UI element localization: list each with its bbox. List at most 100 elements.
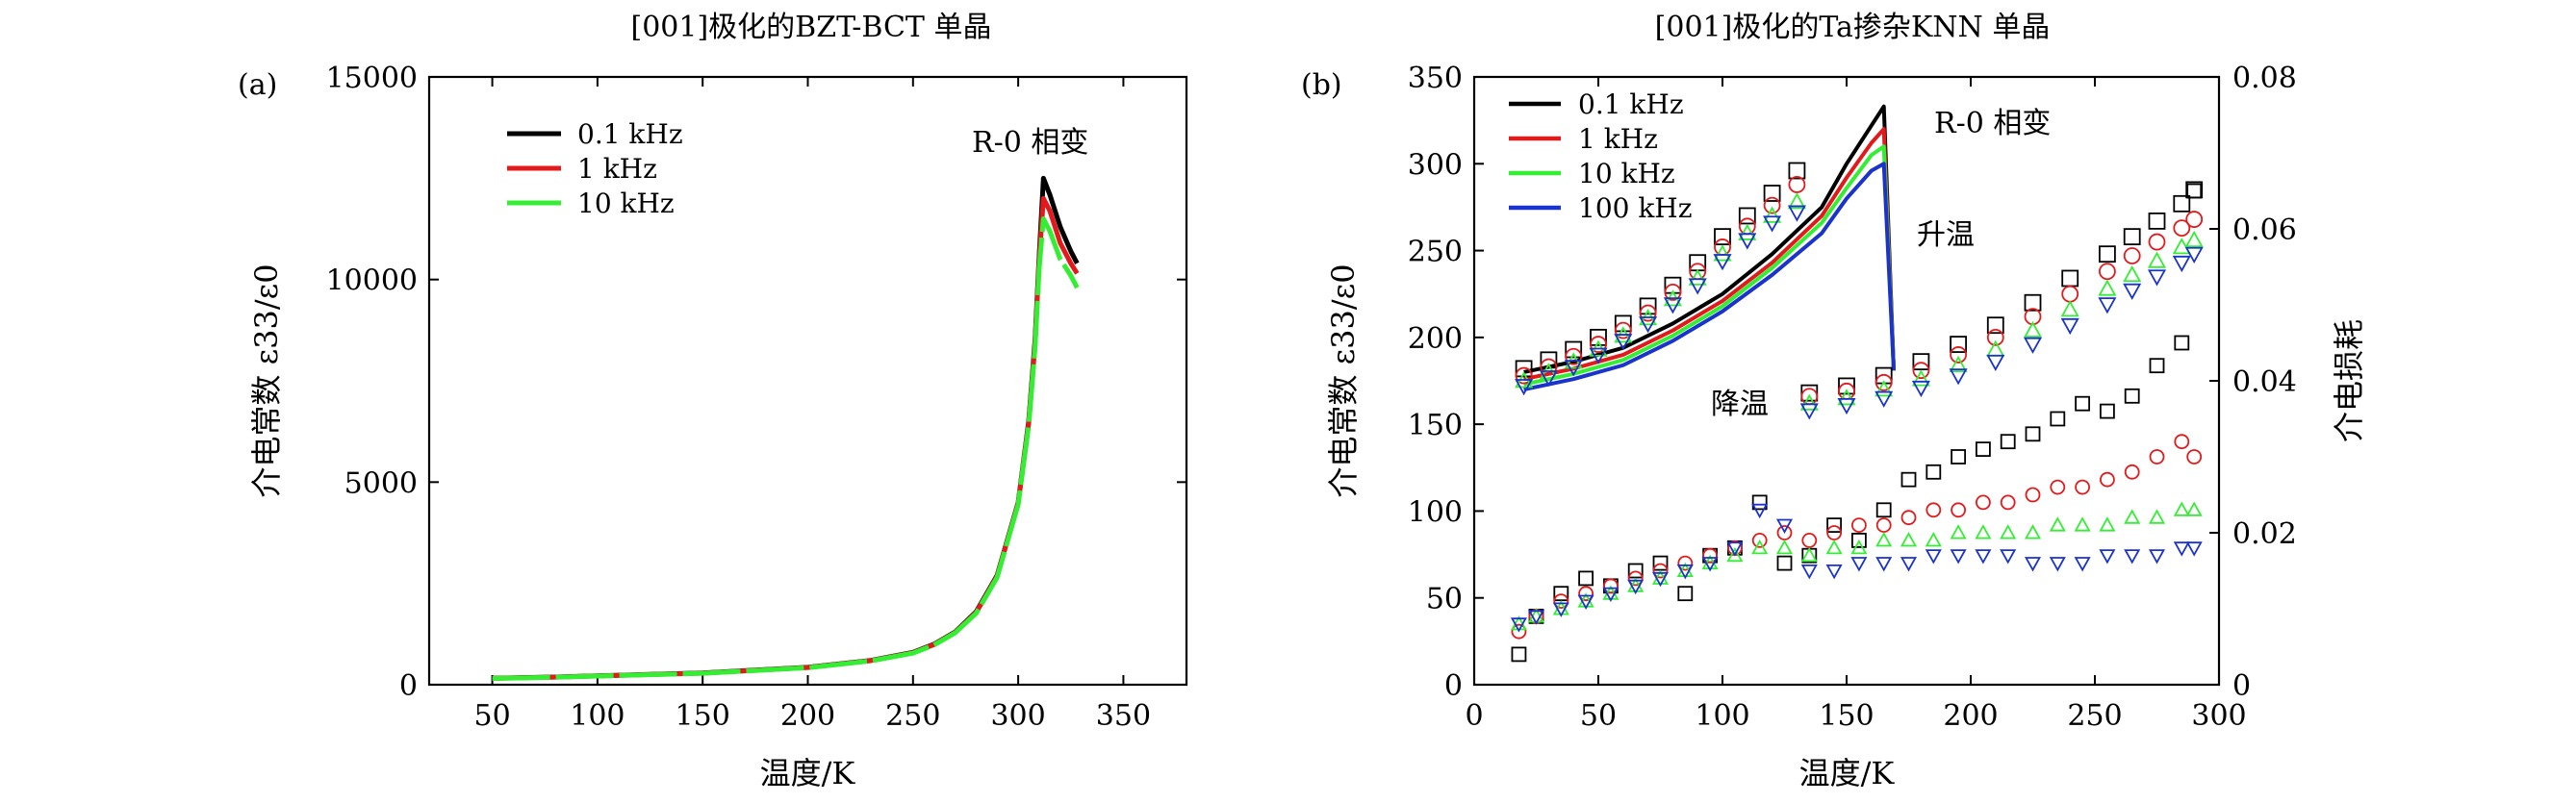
loss-marker	[1851, 533, 1867, 548]
heating-curve	[1523, 127, 1897, 382]
panel-a-y-ticks: 0 5000 10000 15000	[326, 62, 1186, 703]
cooling-marker	[1875, 373, 1893, 391]
x-tick-label: 100	[1695, 699, 1749, 733]
loss-marker	[1726, 541, 1744, 557]
cooling-marker	[2098, 297, 2117, 314]
loss-marker	[1926, 502, 1942, 518]
cooling-marker	[1515, 366, 1533, 385]
panel-b-annotation-heating: 升温	[1917, 218, 1975, 252]
cooling-marker	[1639, 316, 1658, 334]
cooling-marker	[2024, 293, 2042, 312]
loss-marker	[1511, 623, 1527, 640]
loss-marker	[1951, 502, 1966, 518]
cooling-marker	[2184, 230, 2204, 248]
loss-marker	[1751, 533, 1768, 548]
panel-a-x-axis-label: 温度/K	[760, 755, 856, 791]
y-tick-label: 50	[1426, 583, 1463, 616]
loss-marker	[1875, 532, 1893, 547]
y-tick-label: 0	[1444, 669, 1463, 703]
loss-marker	[1900, 532, 1918, 547]
loss-marker	[2049, 516, 2066, 532]
cooling-marker	[1590, 328, 1607, 346]
cooling-marker	[1837, 389, 1856, 406]
loss-marker	[2173, 541, 2190, 557]
loss-marker	[1875, 517, 1892, 533]
x-tick-label: 0	[1465, 699, 1483, 733]
loss-marker	[1627, 563, 1644, 579]
loss-marker	[1975, 441, 1991, 458]
loss-marker	[1926, 464, 1942, 480]
loss-marker	[2124, 549, 2141, 565]
x-tick-label: 150	[676, 699, 730, 733]
cooling-marker	[1688, 268, 1707, 286]
panel-b-title: [001]极化的Ta掺杂KNN 单晶	[1655, 11, 2051, 44]
cooling-marker	[2061, 269, 2079, 288]
x-tick-label: 350	[1096, 699, 1151, 733]
cooling-marker	[1714, 228, 1731, 246]
loss-marker	[2000, 434, 2016, 450]
cooling-marker	[1763, 185, 1781, 202]
cooling-marker	[2173, 194, 2191, 213]
heating-curve	[1523, 144, 1897, 387]
panel-a-series	[492, 175, 1080, 681]
cooling-marker	[2148, 233, 2166, 251]
loss-marker	[2149, 358, 2165, 374]
loss-marker	[2050, 479, 2066, 495]
loss-marker	[1726, 546, 1744, 563]
loss-marker	[2186, 183, 2203, 199]
cooling-marker	[1986, 328, 2004, 346]
x-tick-label: 300	[990, 699, 1045, 733]
cooling-marker	[1713, 254, 1732, 271]
cooling-marker	[1986, 354, 2005, 371]
x-tick-label: 150	[1819, 699, 1874, 733]
panel-a: [001]极化的BZT-BCT 单晶 (a) 50 100 150 200 250 300…	[238, 11, 1188, 791]
y-tick-label: 150	[1408, 409, 1463, 442]
cooling-marker	[1800, 384, 1819, 402]
loss-marker	[2050, 411, 2066, 427]
cooling-marker	[1565, 347, 1583, 365]
loss-marker	[2148, 509, 2166, 524]
cooling-marker	[2147, 269, 2167, 287]
loss-marker	[1951, 449, 1966, 464]
cooling-marker	[1515, 360, 1533, 378]
loss-marker	[2149, 449, 2165, 464]
cooling-marker	[2098, 279, 2117, 296]
cooling-marker	[2123, 247, 2141, 264]
series-line	[492, 215, 1080, 681]
loss-marker	[1950, 524, 1967, 540]
loss-marker	[2174, 335, 2190, 351]
y-tick-label: 250	[1408, 236, 1463, 269]
loss-marker	[1900, 557, 1918, 572]
cooling-marker	[1911, 380, 1930, 398]
cooling-marker	[2147, 251, 2167, 268]
cooling-marker	[1540, 358, 1558, 376]
panel-b: [001]极化的Ta掺杂KNN 单晶 (b) 0 50 100 150 200 250 30…	[1301, 11, 2367, 791]
x-tick-label: 250	[2067, 699, 2122, 733]
cooling-marker	[1911, 369, 1930, 387]
legend-label: 100 kHz	[1578, 192, 1692, 224]
legend-label: 0.1 kHz	[1578, 88, 1684, 120]
panel-a-annotation-r0: R-0 相变	[972, 126, 1088, 160]
loss-marker	[1527, 610, 1545, 625]
loss-marker	[1627, 570, 1644, 587]
loss-marker	[2148, 549, 2166, 565]
cooling-marker	[1539, 370, 1558, 388]
loss-marker	[2024, 557, 2042, 572]
cooling-marker	[2184, 246, 2204, 264]
loss-marker	[1825, 565, 1843, 580]
cooling-marker	[1763, 215, 1782, 233]
loss-marker	[1652, 555, 1669, 571]
cooling-marker	[2023, 320, 2043, 338]
cooling-marker	[1986, 316, 2004, 335]
loss-marker	[1677, 555, 1694, 571]
panel-b-annotation-r0: R-0 相变	[1934, 107, 2051, 140]
cooling-marker	[1565, 340, 1583, 359]
cooling-marker	[1787, 192, 1806, 210]
loss-marker	[2074, 516, 2091, 532]
y-tick-label: 300	[1408, 148, 1463, 182]
panel-b-label: (b)	[1301, 68, 1342, 102]
loss-marker	[1702, 547, 1718, 564]
loss-marker	[1751, 503, 1769, 519]
cooling-marker	[1949, 368, 1968, 386]
